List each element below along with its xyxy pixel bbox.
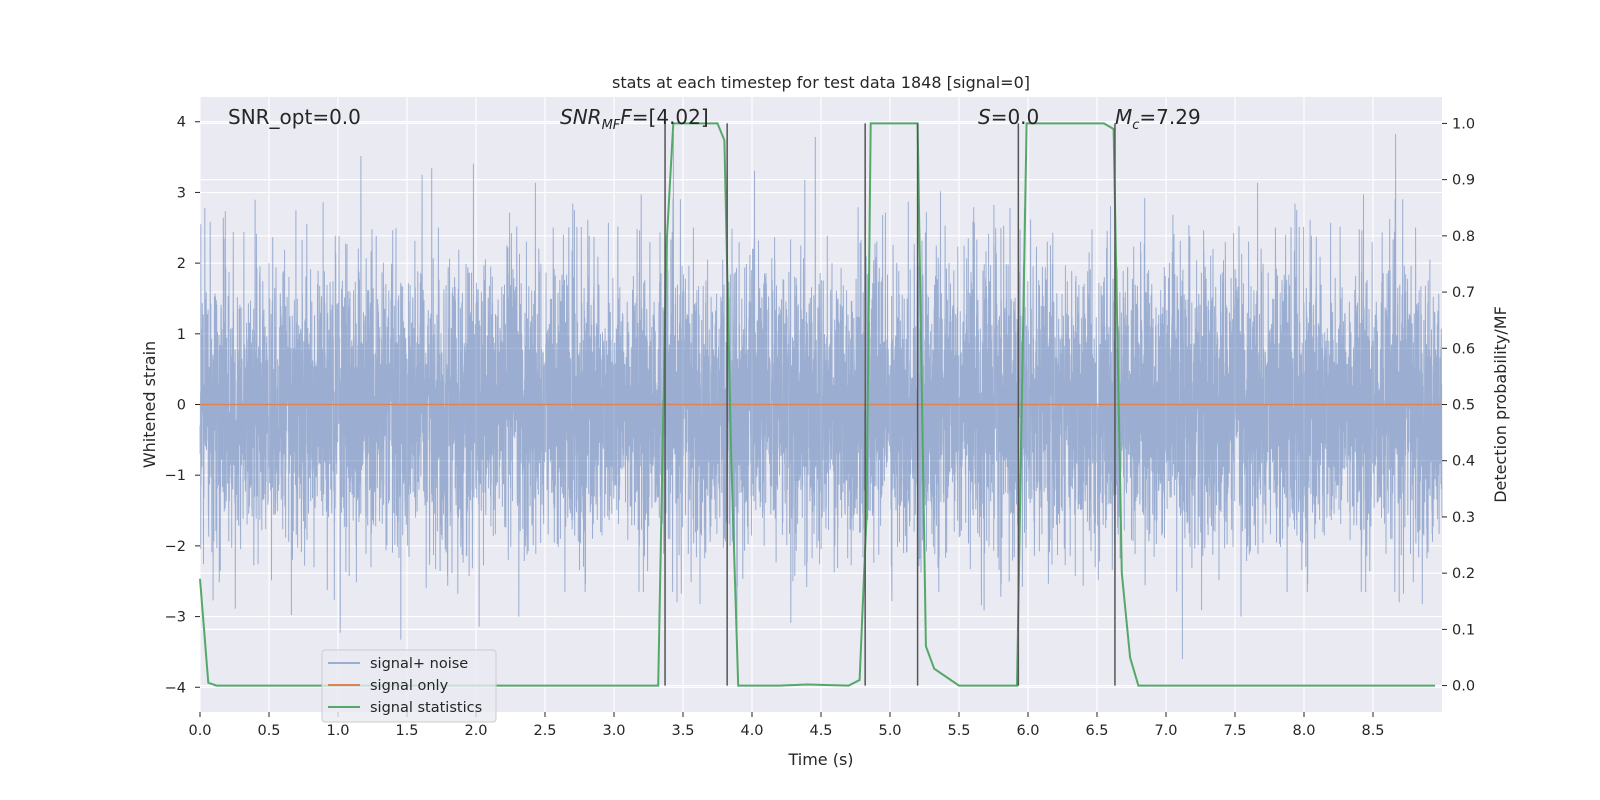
y-tick-label: −4 xyxy=(165,680,186,696)
y2-tick-label: 1.0 xyxy=(1452,116,1475,132)
event-markers xyxy=(664,123,1116,686)
legend-label-signal: signal only xyxy=(370,678,449,694)
y2-axis-ticks: 1.0 0.9 0.8 0.7 0.6 0.5 0.4 0.3 0.2 0.1 0.0 xyxy=(1442,116,1475,695)
mc-symbol: M xyxy=(1115,105,1132,129)
x-tick-label: 1.0 xyxy=(326,723,349,739)
mc-subscript: c xyxy=(1132,118,1139,133)
x-axis-ticks: 0.0 0.5 1.0 1.5 2.0 2.5 3.0 3.5 4.0 4.5 5.0 5.5 6.0 6… xyxy=(188,712,1385,739)
x-tick-label: 7.0 xyxy=(1154,723,1177,739)
mc-annotation: Mc=7.29 xyxy=(1115,105,1201,133)
noise-series-line xyxy=(199,134,1443,660)
y-tick-label: 4 xyxy=(177,115,186,131)
x-tick-label: 8.0 xyxy=(1292,723,1315,739)
legend-label-stats: signal statistics xyxy=(370,700,482,716)
y-axis-ticks: 4 3 2 1 0 −1 −2 −3 −4 xyxy=(165,115,200,696)
y2-tick-label: 0.3 xyxy=(1452,510,1475,526)
x-tick-label: 6.0 xyxy=(1016,723,1039,739)
y2-tick-label: 0.4 xyxy=(1452,454,1475,470)
chart-title: stats at each timestep for test data 184… xyxy=(612,73,1030,92)
y2-tick-label: 0.6 xyxy=(1452,341,1475,357)
x-tick-label: 6.5 xyxy=(1085,723,1108,739)
y-tick-label: −3 xyxy=(165,610,186,626)
y2-tick-label: 0.5 xyxy=(1452,398,1475,414)
x-axis-label: Time (s) xyxy=(787,750,853,769)
snr-mf-symbol: SNR xyxy=(560,105,602,129)
legend-label-noise: signal+ noise xyxy=(370,656,468,672)
y-tick-label: −1 xyxy=(165,468,186,484)
y-tick-label: 1 xyxy=(177,327,186,343)
legend: signal+ noise signal only signal statist… xyxy=(321,649,497,723)
y2-tick-label: 0.2 xyxy=(1452,566,1475,582)
x-tick-label: 0.5 xyxy=(257,723,280,739)
y2-tick-label: 0.8 xyxy=(1452,229,1475,245)
snr-opt-annotation: SNR_opt=0.0 xyxy=(228,105,361,129)
x-tick-label: 2.0 xyxy=(464,723,487,739)
snr-mf-annotation: SNRMFF=[4.02] xyxy=(560,105,709,133)
y-tick-label: 3 xyxy=(177,185,186,201)
x-tick-label: 5.0 xyxy=(878,723,901,739)
x-tick-label: 3.5 xyxy=(671,723,694,739)
x-tick-label: 7.5 xyxy=(1223,723,1246,739)
y-tick-label: 2 xyxy=(177,256,186,272)
x-tick-label: 1.5 xyxy=(395,723,418,739)
signal-statistics-line xyxy=(199,122,1436,687)
y-axis-label: Whitened strain xyxy=(140,341,159,468)
y-tick-label: 0 xyxy=(177,398,186,414)
x-tick-label: 4.5 xyxy=(809,723,832,739)
y2-tick-label: 0.9 xyxy=(1452,173,1475,189)
y2-tick-label: 0.0 xyxy=(1452,679,1475,695)
x-tick-label: 4.0 xyxy=(740,723,763,739)
y2-axis-label: Detection probability/MF xyxy=(1491,306,1510,503)
s-symbol: S xyxy=(978,105,991,129)
x-tick-label: 0.0 xyxy=(188,723,211,739)
snr-mf-subscript: MF xyxy=(602,118,621,133)
noise-series xyxy=(199,134,1443,660)
x-tick-label: 5.5 xyxy=(947,723,970,739)
snr-mf-letter: F xyxy=(620,105,632,129)
x-tick-label: 2.5 xyxy=(533,723,556,739)
snr-mf-value: =[4.02] xyxy=(632,105,709,129)
x-tick-label: 3.0 xyxy=(602,723,625,739)
mc-value: =7.29 xyxy=(1139,105,1200,129)
legend-box xyxy=(321,649,497,723)
y2-tick-label: 0.1 xyxy=(1452,622,1475,638)
s-value: =0.0 xyxy=(991,105,1040,129)
series-layer xyxy=(199,122,1442,687)
s-annotation: S=0.0 xyxy=(978,105,1039,129)
y-tick-label: −2 xyxy=(165,539,186,555)
y2-tick-label: 0.7 xyxy=(1452,285,1475,301)
x-tick-label: 8.5 xyxy=(1361,723,1384,739)
